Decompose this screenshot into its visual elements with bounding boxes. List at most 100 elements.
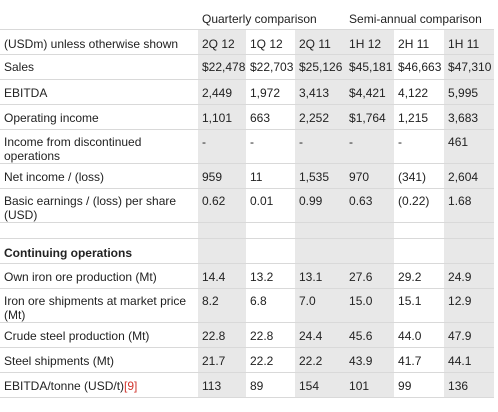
row-label: Operating income <box>0 104 198 130</box>
value-cell: 22.8 <box>246 322 295 348</box>
table-row: Steel shipments (Mt) 21.7 22.2 22.2 43.9 41.7… <box>0 347 495 373</box>
table-row: Own iron ore production (Mt) 14.4 13.2 13.1… <box>0 263 495 289</box>
value-cell: - <box>198 129 246 164</box>
value-cell: 2,252 <box>295 104 346 130</box>
table-row: Net income / (loss) 959 11 1,535 970 (341) 2,6… <box>0 163 495 189</box>
section-spacer-cell <box>345 238 395 264</box>
value-cell: 959 <box>198 163 246 189</box>
value-cell: 101 <box>345 372 395 398</box>
ebitda-per-tonne-label: EBITDA/tonne (USD/t) <box>4 378 125 393</box>
value-cell: $4,421 <box>345 79 395 105</box>
value-cell: 24.9 <box>444 263 495 289</box>
value-cell: 22.8 <box>198 322 246 348</box>
row-label: Own iron ore production (Mt) <box>0 263 198 289</box>
section-spacer-cell <box>394 238 445 264</box>
value-cell: 154 <box>295 372 346 398</box>
table-row: EBITDA 2,449 1,972 3,413 $4,421 4,122 5,995 <box>0 79 495 105</box>
table-row: Crude steel production (Mt) 22.8 22.8 24.4 4… <box>0 322 495 348</box>
value-cell: 0.62 <box>198 188 246 223</box>
table-row: Operating income 1,101 663 2,252 $1,764 1,215… <box>0 104 495 130</box>
value-cell: 12.9 <box>444 288 495 323</box>
value-cell: 113 <box>198 372 246 398</box>
row-label: Net income / (loss) <box>0 163 198 189</box>
value-cell: 2,449 <box>198 79 246 105</box>
spacer-cell <box>295 222 346 239</box>
period-header-0: 2Q 12 <box>198 29 246 55</box>
value-cell: $1,764 <box>345 104 395 130</box>
row-label: EBITDA/tonne (USD/t)[9] <box>0 372 198 398</box>
value-cell: 11 <box>246 163 295 189</box>
value-cell: 0.63 <box>345 188 395 223</box>
value-cell: - <box>246 129 295 164</box>
quarterly-comparison-header: Quarterly comparison <box>198 0 346 30</box>
value-cell: - <box>345 129 395 164</box>
table-row: Income from discontinued operations - - - - -… <box>0 129 495 164</box>
value-cell: 1,972 <box>246 79 295 105</box>
spacer-cell <box>0 222 198 239</box>
units-label: (USDm) unless otherwise shown <box>0 29 198 55</box>
value-cell: 44.0 <box>394 322 445 348</box>
value-cell: (0.22) <box>394 188 445 223</box>
period-header-3: 1H 12 <box>345 29 395 55</box>
value-cell: 4,122 <box>394 79 445 105</box>
value-cell: (341) <box>394 163 445 189</box>
value-cell: 13.2 <box>246 263 295 289</box>
value-cell: 22.2 <box>295 347 346 373</box>
value-cell: 15.1 <box>394 288 445 323</box>
spacer-cell <box>444 222 495 239</box>
value-cell: 663 <box>246 104 295 130</box>
value-cell: 6.8 <box>246 288 295 323</box>
value-cell: 22.2 <box>246 347 295 373</box>
column-header-row: (USDm) unless otherwise shown 2Q 12 1Q 12… <box>0 29 495 55</box>
spacer-cell <box>345 222 395 239</box>
row-label: Income from discontinued operations <box>0 129 198 164</box>
value-cell: 15.0 <box>345 288 395 323</box>
row-label: Crude steel production (Mt) <box>0 322 198 348</box>
value-cell: 1,101 <box>198 104 246 130</box>
period-header-4: 2H 11 <box>394 29 445 55</box>
value-cell: 44.1 <box>444 347 495 373</box>
table-row: Iron ore shipments at market price (Mt) 8… <box>0 288 495 323</box>
value-cell: $47,310 <box>444 54 495 80</box>
value-cell: 45.6 <box>345 322 395 348</box>
table-row: Sales $22,478 $22,703 $25,126 $45,181 $46,663… <box>0 54 495 80</box>
value-cell: 24.4 <box>295 322 346 348</box>
semi-annual-comparison-header: Semi-annual comparison <box>345 0 495 30</box>
row-label: Sales <box>0 54 198 80</box>
value-cell: 3,683 <box>444 104 495 130</box>
value-cell: 1.68 <box>444 188 495 223</box>
value-cell: - <box>295 129 346 164</box>
spacer-cell <box>198 222 246 239</box>
table-row: Basic earnings / (loss) per share (USD) 0… <box>0 188 495 223</box>
value-cell: 21.7 <box>198 347 246 373</box>
period-header-5: 1H 11 <box>444 29 495 55</box>
value-cell: 0.01 <box>246 188 295 223</box>
value-cell: 8.2 <box>198 288 246 323</box>
value-cell: 43.9 <box>345 347 395 373</box>
section-header-row: Continuing operations <box>0 238 495 264</box>
value-cell: 89 <box>246 372 295 398</box>
value-cell: $25,126 <box>295 54 346 80</box>
row-label: Steel shipments (Mt) <box>0 347 198 373</box>
value-cell: $45,181 <box>345 54 395 80</box>
value-cell: 1,215 <box>394 104 445 130</box>
value-cell: $46,663 <box>394 54 445 80</box>
value-cell: 41.7 <box>394 347 445 373</box>
spacer-row <box>0 222 495 239</box>
value-cell: 136 <box>444 372 495 398</box>
value-cell: 5,995 <box>444 79 495 105</box>
section-spacer-cell <box>444 238 495 264</box>
spacer-cell <box>246 222 295 239</box>
section-spacer-cell <box>295 238 346 264</box>
value-cell: 970 <box>345 163 395 189</box>
value-cell: $22,703 <box>246 54 295 80</box>
footnote-reference-link[interactable]: [9] <box>124 378 138 393</box>
section-title: Continuing operations <box>0 238 198 264</box>
value-cell: 29.2 <box>394 263 445 289</box>
ebitda-per-tonne-row: EBITDA/tonne (USD/t)[9] 113 89 154 101 99 136 <box>0 372 495 398</box>
section-spacer-cell <box>198 238 246 264</box>
value-cell: 47.9 <box>444 322 495 348</box>
group-header-row: Quarterly comparison Semi-annual compari… <box>0 0 495 30</box>
spacer-cell <box>394 222 445 239</box>
value-cell: 461 <box>444 129 495 164</box>
